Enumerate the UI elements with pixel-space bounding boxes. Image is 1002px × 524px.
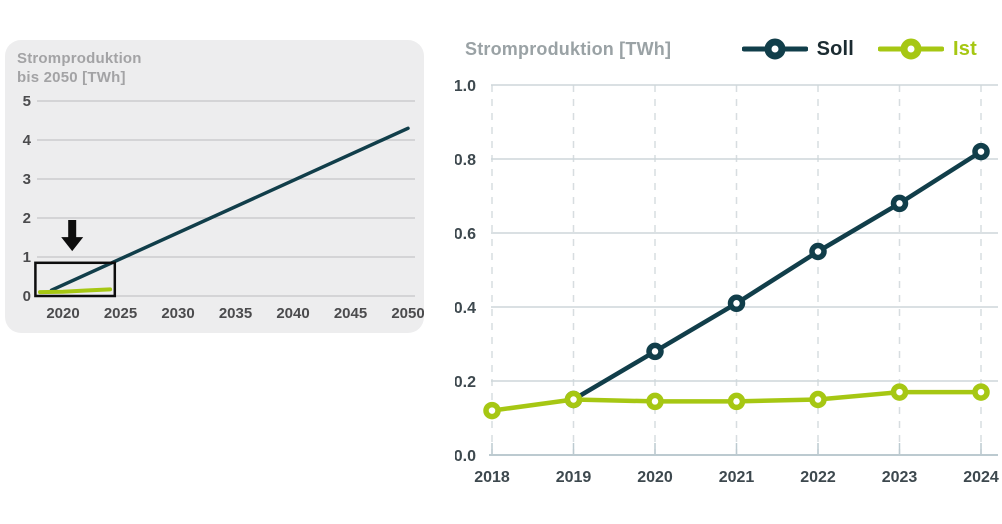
main-y-tick-label: 1.0: [455, 78, 476, 95]
inset-y-tick-label: 3: [23, 171, 31, 188]
main-chart-header: Stromproduktion [TWh] Soll Ist: [465, 30, 977, 68]
main-x-tick-label: 2022: [800, 469, 836, 486]
data-point-soll: [890, 194, 909, 213]
data-point-ist: [972, 383, 990, 401]
legend-item-soll: Soll: [741, 37, 855, 61]
inset-x-tick-label: 2025: [104, 305, 137, 322]
data-point-soll: [727, 294, 746, 313]
main-y-tick-label: 0.0: [455, 448, 476, 465]
legend-marker-soll-icon: [741, 38, 808, 60]
main-chart-title: Stromproduktion [TWh]: [465, 38, 672, 59]
main-x-tick-label: 2024: [963, 469, 999, 486]
data-point-ist: [809, 390, 827, 409]
inset-x-tick-label: 2045: [334, 305, 367, 322]
inset-x-tick-label: 2020: [46, 305, 79, 322]
down-arrow-icon: [61, 219, 84, 252]
data-point-ist: [483, 401, 501, 420]
inset-chart-title-line1: Stromproduktion: [17, 50, 142, 67]
legend-label-soll: Soll: [816, 37, 855, 60]
legend-dot: [900, 38, 922, 60]
main-y-tick-label: 0.2: [455, 374, 476, 391]
inset-x-tick-label: 2035: [219, 305, 252, 322]
data-point-ist: [564, 390, 583, 409]
inset-chart-panel: Stromproduktion bis 2050 [TWh] 0 1 2 3 4 5 202…: [5, 40, 424, 333]
data-point-soll: [809, 242, 827, 261]
data-point-soll: [646, 342, 664, 361]
inset-y-tick-label: 4: [23, 132, 32, 149]
inset-chart-title: Stromproduktion bis 2050 [TWh]: [17, 49, 142, 87]
legend: Soll Ist: [741, 37, 977, 61]
data-point-ist: [890, 383, 909, 401]
data-point-ist: [727, 392, 746, 411]
legend-item-ist: Ist: [878, 37, 977, 61]
main-y-tick-label: 0.8: [455, 152, 476, 169]
data-point-soll: [972, 142, 990, 161]
main-chart-plot: 0.0 0.2 0.4 0.6 0.8 1.0 2018 2019 2020 2021 2022 20…: [455, 78, 999, 486]
main-chart: Stromproduktion [TWh] Soll Ist 0.0 0.2 0.4…: [455, 0, 1002, 524]
legend-label-ist: Ist: [953, 37, 977, 60]
inset-x-tick-label: 2040: [276, 305, 309, 322]
inset-series-ist: [38, 287, 113, 295]
inset-x-tick-label: 2050: [391, 305, 424, 322]
main-x-tick-label: 2020: [637, 469, 673, 486]
inset-x-tick-label: 2030: [161, 305, 194, 322]
inset-chart-plot: 0 1 2 3 4 5 2020 2025 2030 2035 2040 2045 2050: [23, 93, 424, 322]
inset-y-tick-label: 5: [23, 93, 31, 110]
inset-y-tick-label: 0: [23, 288, 31, 305]
main-x-tick-label: 2019: [556, 469, 592, 486]
data-point-ist: [646, 392, 664, 411]
main-x-tick-label: 2021: [719, 469, 755, 486]
inset-series-soll: [49, 126, 410, 292]
inset-y-tick-label: 1: [23, 249, 31, 266]
main-y-tick-label: 0.4: [455, 300, 476, 317]
main-series-soll: [572, 149, 983, 402]
main-x-tick-label: 2018: [474, 469, 510, 486]
zoom-highlight-box: [34, 261, 117, 298]
inset-chart-title-line2: bis 2050 [TWh]: [17, 69, 126, 86]
main-x-tick-label: 2023: [882, 469, 918, 486]
inset-y-tick-label: 2: [23, 210, 31, 227]
legend-dot: [764, 38, 786, 60]
legend-marker-ist-icon: [878, 38, 945, 60]
main-y-tick-label: 0.6: [455, 226, 476, 243]
